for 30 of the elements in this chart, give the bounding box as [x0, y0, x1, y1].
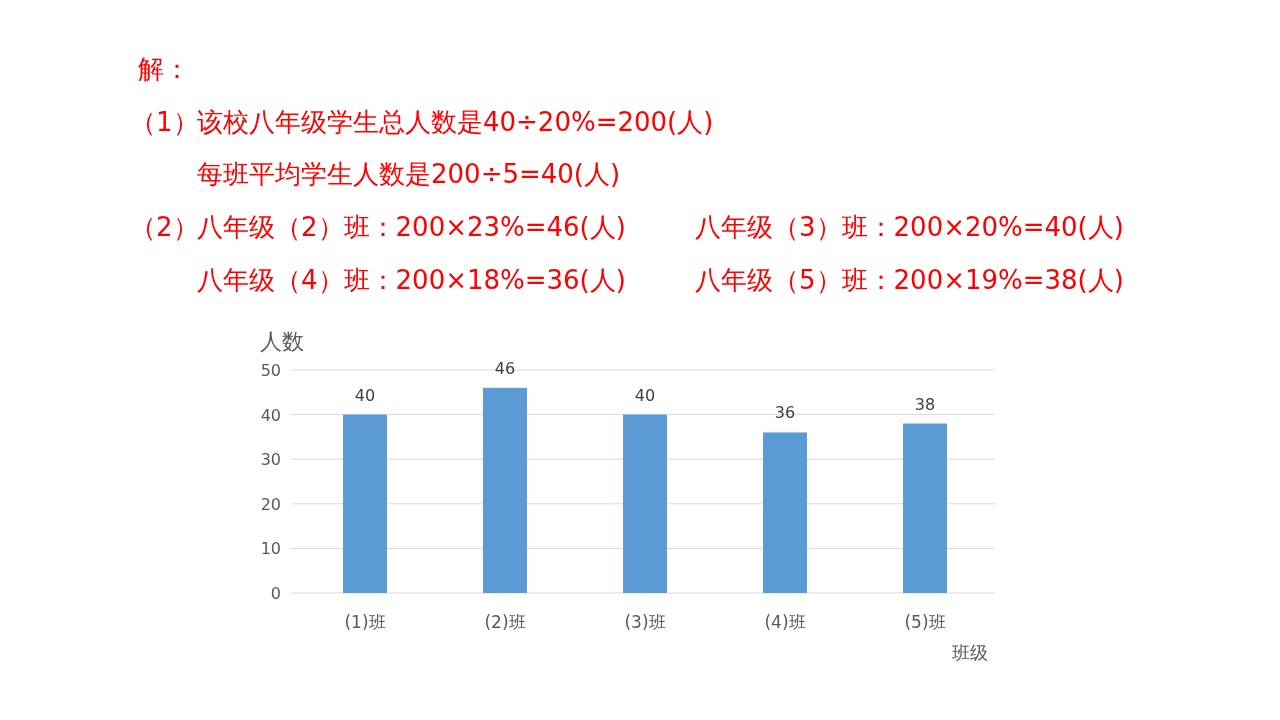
y-tick-label: 50 — [260, 361, 281, 380]
text: 八年级（2）班：200×23%=46(人) — [197, 212, 626, 242]
bar — [623, 414, 667, 593]
bar — [903, 423, 947, 593]
data-label: 46 — [494, 358, 516, 378]
x-tick-label: (5)班 — [904, 612, 946, 632]
x-tick-label: (1)班 — [344, 612, 386, 632]
y-tick-label: 20 — [260, 494, 281, 514]
x-tick-label: (2)班 — [484, 612, 526, 632]
x-tick-label: (3)班 — [624, 612, 666, 632]
text: 每班平均学生人数是200÷5=40(人) — [197, 159, 621, 189]
data-label: 40 — [354, 385, 376, 405]
text: 八年级（5）班：200×19%=38(人) — [695, 265, 1124, 295]
text: 解： — [138, 54, 190, 84]
data-label: 36 — [774, 403, 796, 423]
y-tick-label: 10 — [260, 539, 281, 559]
data-label: 38 — [914, 394, 936, 414]
y-tick-label: 30 — [260, 450, 281, 470]
bar — [763, 432, 807, 593]
data-label: 40 — [634, 385, 656, 405]
text: 八年级（4）班：200×18%=36(人) — [197, 265, 626, 295]
text: 八年级（3）班：200×20%=40(人) — [695, 212, 1124, 242]
bar — [343, 414, 387, 593]
bar — [483, 387, 527, 593]
y-tick-label: 0 — [270, 584, 281, 603]
y-tick-label: 40 — [260, 405, 281, 425]
x-axis-title: 班级 — [952, 642, 988, 663]
y-axis-title: 人数 — [260, 329, 304, 354]
text: 该校八年级学生总人数是40÷20%=200(人) — [197, 107, 714, 137]
x-tick-label: (4)班 — [764, 612, 806, 632]
